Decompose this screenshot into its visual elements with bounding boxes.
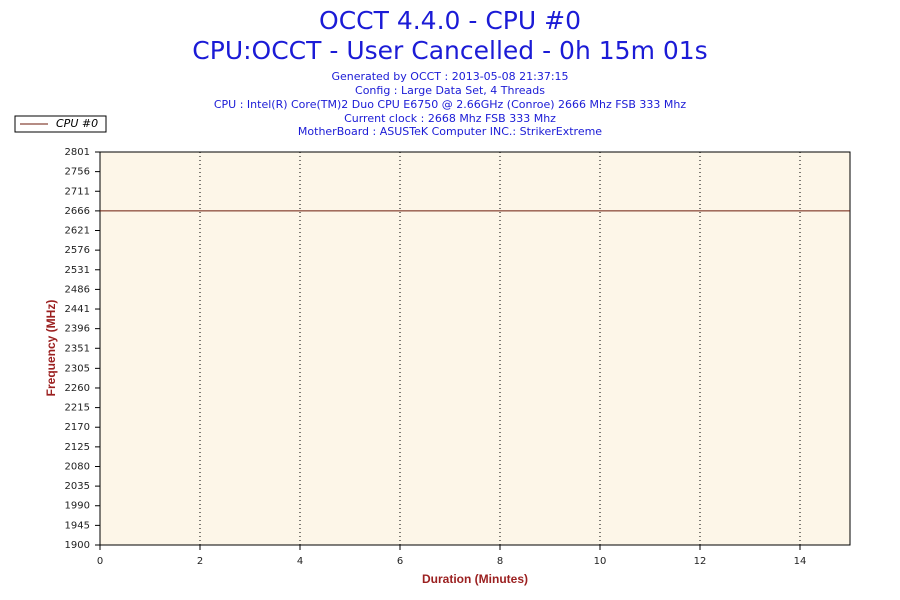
legend-box <box>14 115 107 133</box>
info-line: MotherBoard : ASUSTeK Computer INC.: Str… <box>298 125 602 138</box>
y-tick-label: 2396 <box>65 324 90 335</box>
x-tick-label: 14 <box>794 556 807 567</box>
x-tick-label: 6 <box>397 556 403 567</box>
y-tick-label: 1990 <box>65 501 90 512</box>
legend-label: CPU #0 <box>56 117 98 130</box>
info-line: Current clock : 2668 Mhz FSB 333 Mhz <box>344 112 556 125</box>
y-tick-label: 2576 <box>65 245 90 256</box>
chart-title: OCCT 4.4.0 - CPU #0 <box>319 6 581 35</box>
y-tick-label: 1900 <box>65 540 90 551</box>
y-tick-label: 2801 <box>65 147 90 158</box>
y-tick-label: 2305 <box>65 363 90 374</box>
y-tick-label: 2125 <box>65 442 90 453</box>
x-tick-label: 0 <box>97 556 103 567</box>
y-tick-label: 1945 <box>65 520 90 531</box>
x-tick-label: 4 <box>297 556 303 567</box>
chart-subtitle: CPU:OCCT - User Cancelled - 0h 15m 01s <box>192 36 707 65</box>
y-axis-label: Frequency (MHz) <box>44 300 58 397</box>
y-tick-label: 2531 <box>65 265 90 276</box>
y-tick-label: 2080 <box>65 461 90 472</box>
y-tick-label: 2351 <box>65 343 90 354</box>
y-tick-label: 2170 <box>65 422 90 433</box>
x-tick-label: 2 <box>197 556 203 567</box>
y-tick-label: 2666 <box>65 206 90 217</box>
info-line: CPU : Intel(R) Core(TM)2 Duo CPU E6750 @… <box>214 98 686 111</box>
y-tick-label: 2441 <box>65 304 90 315</box>
info-line: Generated by OCCT : 2013-05-08 21:37:15 <box>331 70 568 83</box>
info-line: Config : Large Data Set, 4 Threads <box>355 84 545 97</box>
y-tick-label: 2711 <box>65 186 90 197</box>
y-tick-label: 2035 <box>65 481 90 492</box>
y-tick-label: 2260 <box>65 383 90 394</box>
y-tick-label: 2486 <box>65 284 90 295</box>
y-tick-label: 2215 <box>65 403 90 414</box>
x-tick-label: 12 <box>694 556 707 567</box>
x-tick-label: 8 <box>497 556 503 567</box>
y-tick-label: 2621 <box>65 226 90 237</box>
plot-area <box>99 151 851 546</box>
x-tick-label: 10 <box>594 556 607 567</box>
x-axis-label: Duration (Minutes) <box>422 572 528 586</box>
y-tick-label: 2756 <box>65 167 90 178</box>
